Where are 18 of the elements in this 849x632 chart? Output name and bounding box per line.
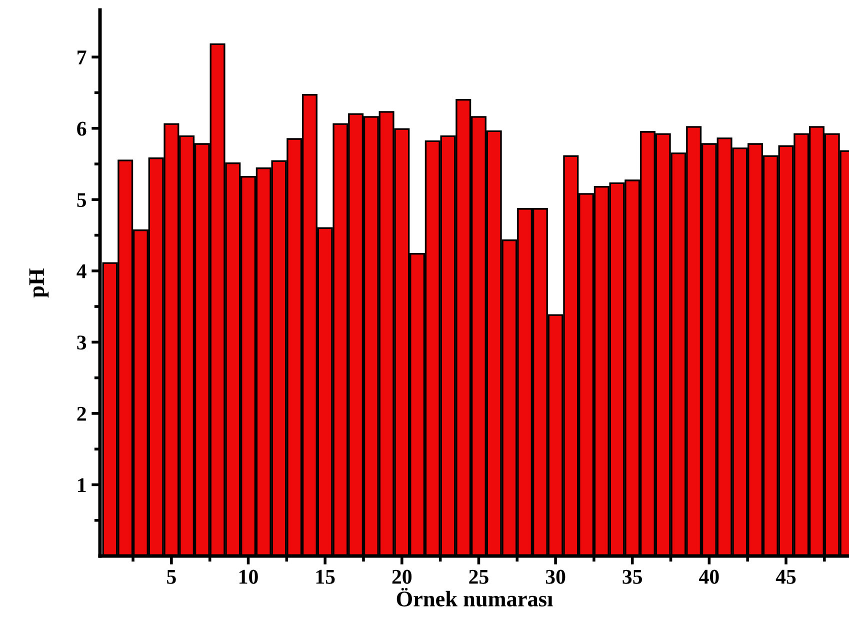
x-axis-title: Örnek numarası [396, 588, 553, 607]
y-tick-label: 4 [76, 264, 86, 278]
y-tick-label: 2 [77, 406, 86, 421]
y-tick-label: 3 [77, 336, 86, 350]
x-tick-label: 40 [699, 570, 719, 584]
x-tick-label: 5 [167, 570, 176, 584]
x-tick-label: 35 [622, 570, 642, 584]
x-tick-label: 20 [392, 570, 412, 584]
y-tick-label: 6 [77, 122, 86, 136]
x-tick-label: 25 [469, 570, 488, 584]
y-tick-label: 1 [78, 478, 86, 492]
y-axis-title: pH [29, 268, 49, 298]
y-tick-label: 7 [78, 50, 86, 64]
x-tick-label: 10 [240, 570, 258, 584]
y-tick-label: 5 [77, 193, 86, 208]
x-tick-label: 30 [546, 570, 566, 584]
x-tick-label: 15 [316, 570, 335, 584]
x-tick-label: 45 [776, 570, 796, 584]
